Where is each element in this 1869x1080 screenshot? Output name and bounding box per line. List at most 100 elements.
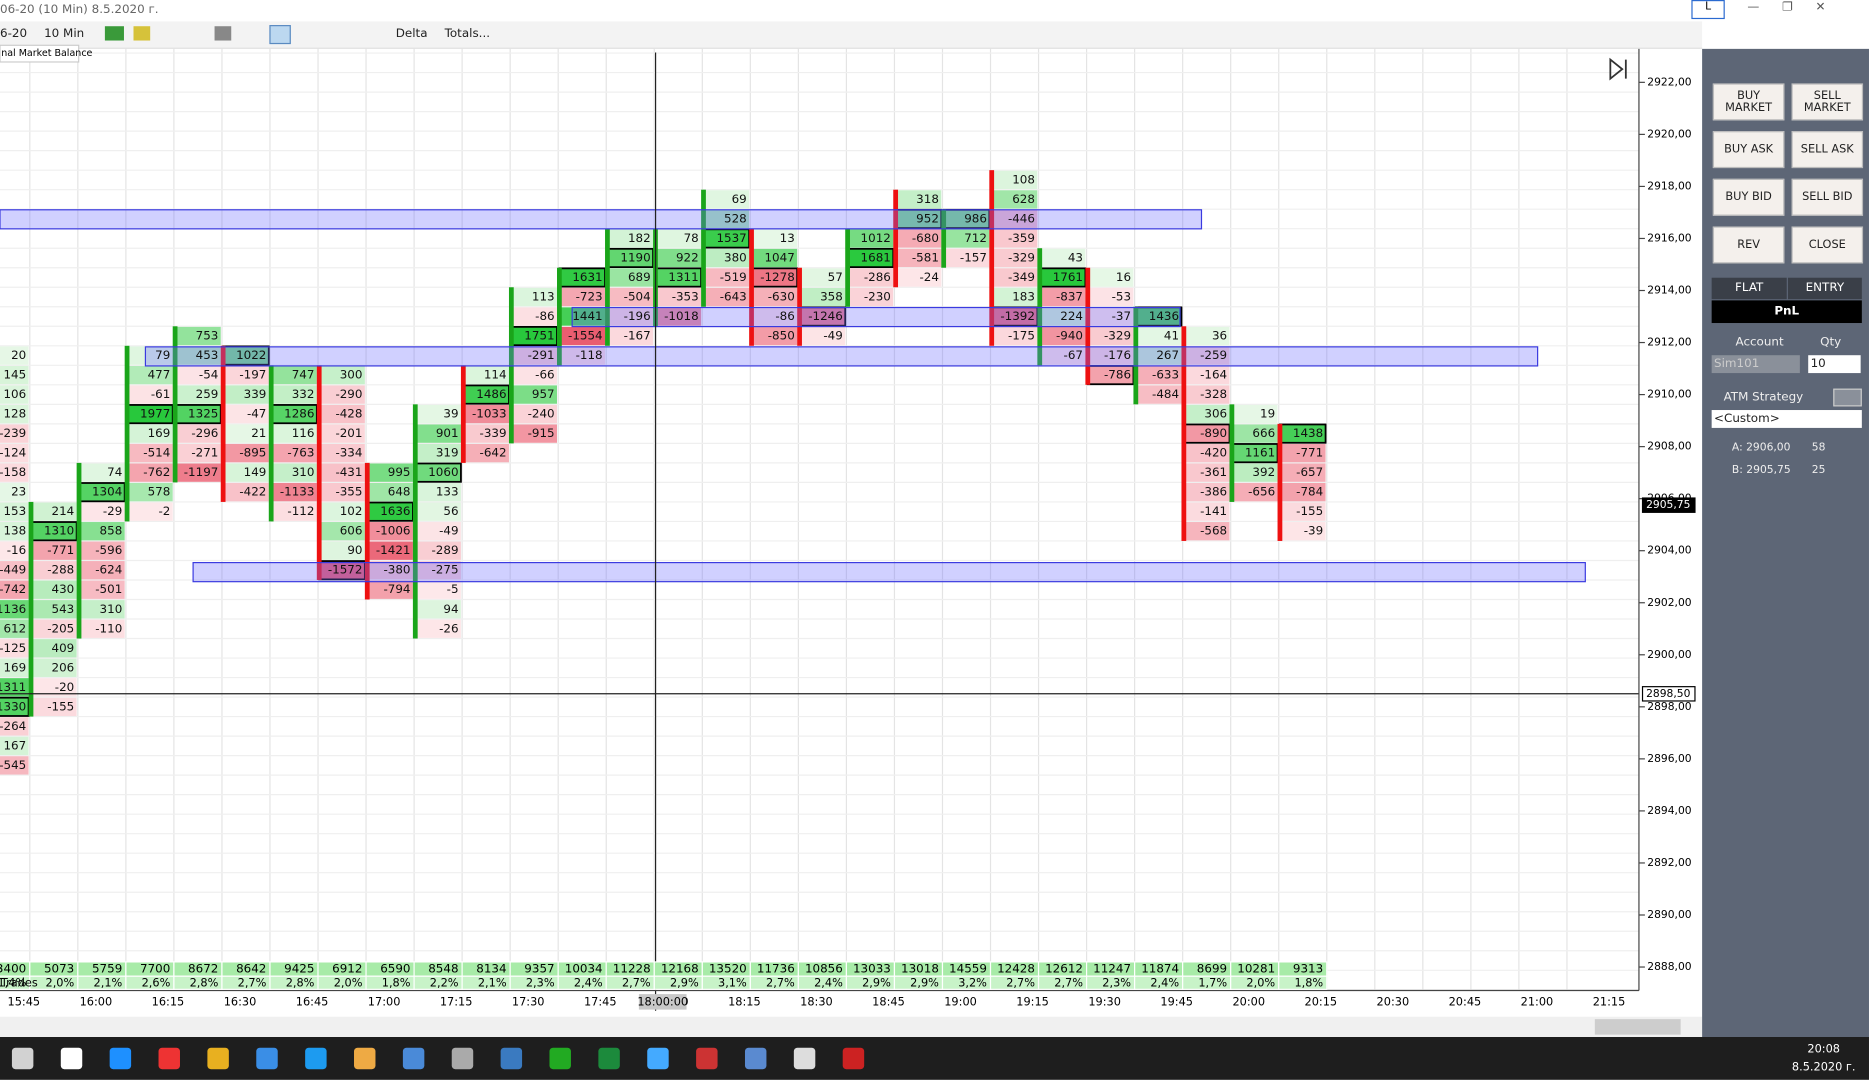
taskbar-icon[interactable] <box>451 1047 474 1070</box>
percent-value: 2,7% <box>238 975 267 989</box>
window-controls[interactable]: — ❐ ✕ <box>1747 1 1826 15</box>
taskbar-icon[interactable] <box>793 1047 816 1070</box>
order-button[interactable]: SELL MARKET <box>1791 83 1864 121</box>
mode[interactable]: Delta <box>395 27 428 41</box>
delta-cell <box>463 404 509 424</box>
delta-value: -157 <box>960 250 987 264</box>
delta-value: 79 <box>155 348 170 362</box>
taskbar-icon[interactable] <box>11 1047 34 1070</box>
entry-button[interactable]: ENTRY <box>1787 277 1862 300</box>
atm-select[interactable]: <Custom> <box>1711 410 1862 428</box>
price-marker <box>1641 497 1696 513</box>
time-label: 16:00 <box>80 994 113 1008</box>
taskbar-icon[interactable] <box>158 1047 180 1070</box>
delta-value: -630 <box>768 290 795 304</box>
taskbar-icon[interactable] <box>500 1047 523 1070</box>
percent-value: 2,7% <box>766 975 795 989</box>
order-button[interactable]: BUY BID <box>1712 178 1785 216</box>
window-badge[interactable]: L <box>1691 0 1725 20</box>
indicator-box <box>0 44 80 63</box>
delta-cell <box>1183 365 1230 385</box>
delta-cell <box>30 619 77 638</box>
percent-value: 2,6% <box>142 975 171 989</box>
delta-cell <box>655 248 702 268</box>
account-select[interactable]: Sim101 <box>1711 355 1800 374</box>
delta-value: -291 <box>528 348 555 362</box>
delta-value: -501 <box>95 582 122 596</box>
taskbar-icon[interactable] <box>305 1047 327 1070</box>
delta-cell <box>655 287 702 307</box>
delta-value: -420 <box>1200 446 1227 460</box>
taskbar-icon[interactable] <box>256 1047 278 1070</box>
taskbar-icon[interactable] <box>60 1047 83 1070</box>
zone <box>144 346 1539 367</box>
delta-cell <box>415 424 461 443</box>
taskbar-icon[interactable] <box>207 1047 229 1070</box>
totals[interactable]: Totals... <box>444 27 491 41</box>
delta-value: 606 <box>340 524 363 538</box>
candle-bar <box>364 462 370 600</box>
taskbar-icon[interactable] <box>549 1047 571 1070</box>
delta-cell <box>1231 463 1278 482</box>
percent-value: 2,9% <box>910 975 939 989</box>
delta-value: 753 <box>196 329 219 343</box>
tool-icon[interactable] <box>269 25 291 45</box>
delta-value: -334 <box>335 446 362 460</box>
scroll-end[interactable] <box>1609 57 1627 81</box>
price-label: 2910,00 <box>1647 388 1692 401</box>
percent-value: 2,9% <box>670 975 699 989</box>
tool-icon[interactable] <box>214 26 232 41</box>
delta-value: -837 <box>1056 290 1083 304</box>
period[interactable]: 10 Min <box>44 27 85 41</box>
taskbar-icon[interactable] <box>402 1047 425 1070</box>
instrument[interactable]: 6-20 <box>0 27 28 41</box>
scrollbar[interactable] <box>0 1016 1703 1038</box>
delta-value: -205 <box>47 621 74 635</box>
delta-cell <box>127 443 173 463</box>
tool-icon[interactable] <box>104 26 124 41</box>
delta-cell <box>895 248 942 268</box>
qty-input[interactable]: 10 <box>1808 355 1861 374</box>
order-button[interactable]: CLOSE <box>1791 226 1864 264</box>
delta-cell <box>415 522 461 541</box>
delta-value: 16 <box>1116 270 1131 284</box>
delta-value: -155 <box>47 699 74 713</box>
order-button[interactable]: BUY MARKET <box>1712 83 1785 121</box>
taskbar-icon[interactable] <box>647 1047 669 1070</box>
taskbar-icon[interactable] <box>696 1047 718 1070</box>
atm-button[interactable] <box>1833 388 1862 407</box>
price-label: 2892,00 <box>1647 856 1692 869</box>
delta-cell <box>511 346 558 365</box>
delta-cell <box>991 229 1038 248</box>
time-label: 20:45 <box>1449 994 1482 1008</box>
taskbar-icon[interactable] <box>354 1047 376 1070</box>
scroll-thumb[interactable] <box>1594 1019 1681 1035</box>
volume-value: 5759 <box>92 962 122 976</box>
delta-cell <box>415 483 461 502</box>
taskbar-icon[interactable] <box>598 1047 620 1070</box>
delta-value: 310 <box>292 465 315 479</box>
taskbar-icon[interactable] <box>744 1047 767 1070</box>
volume-value: 13033 <box>853 962 891 976</box>
percent-value: 2,0% <box>1246 975 1275 989</box>
delta-cell <box>79 600 125 619</box>
flat-button[interactable]: FLAT <box>1711 277 1787 300</box>
delta-value: 543 <box>52 602 75 616</box>
delta-cell <box>367 463 413 482</box>
delta-cell <box>0 443 29 463</box>
delta-cell <box>511 424 558 443</box>
order-button[interactable]: REV <box>1712 226 1785 264</box>
delta-cell <box>799 287 846 307</box>
order-button[interactable]: SELL ASK <box>1791 131 1864 169</box>
delta-value: 106 <box>3 387 26 401</box>
account-label: Account <box>1735 336 1784 350</box>
candle-bar <box>941 209 947 268</box>
order-button[interactable]: SELL BID <box>1791 178 1864 216</box>
taskbar-icon[interactable] <box>109 1047 132 1070</box>
time-label: 20:30 <box>1377 994 1410 1008</box>
taskbar-icon[interactable] <box>842 1047 865 1070</box>
volume-value: 10034 <box>565 962 603 976</box>
time-label: 20:15 <box>1305 994 1338 1008</box>
tool-icon[interactable] <box>133 26 151 41</box>
order-button[interactable]: BUY ASK <box>1712 131 1785 169</box>
